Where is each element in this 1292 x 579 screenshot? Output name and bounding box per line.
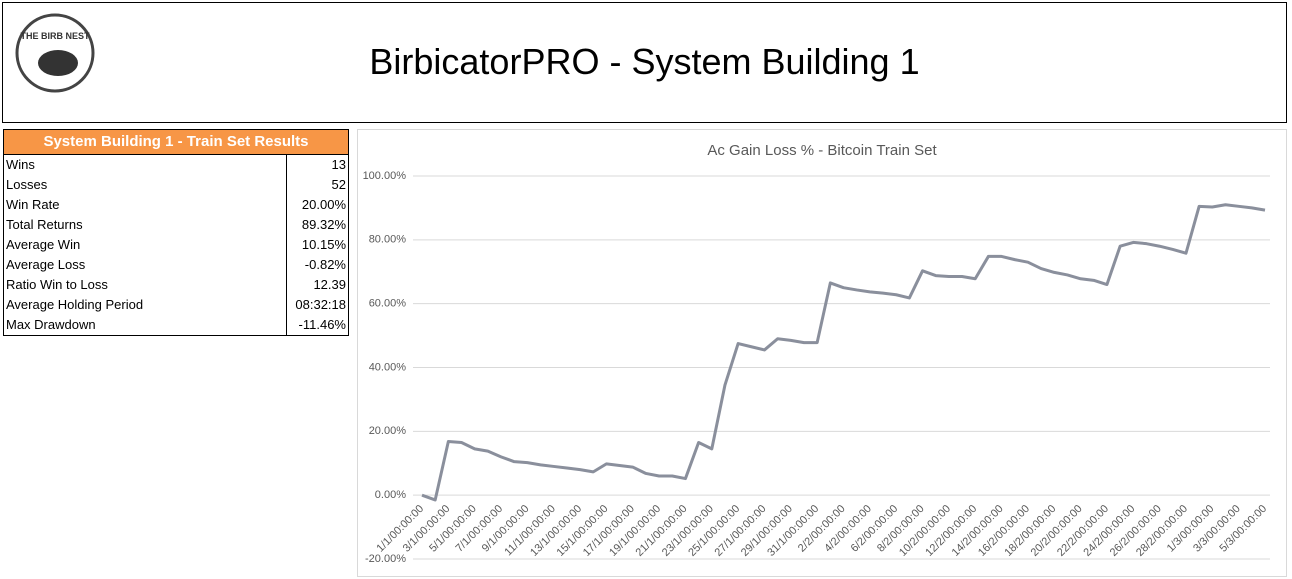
page-title: BirbicatorPRO - System Building 1 (369, 41, 920, 82)
logo-bird (38, 50, 78, 76)
chart: Ac Gain Loss % - Bitcoin Train Set -20.0… (357, 129, 1287, 577)
row-value: 10.15% (301, 237, 346, 252)
table-row: Losses 52 (4, 175, 348, 195)
row-value: 52 (331, 177, 346, 192)
row-value: -11.46% (298, 317, 346, 332)
row-label: Total Returns (4, 215, 287, 235)
table-row: Total Returns 89.32% (4, 215, 348, 235)
table-row: Average Loss -0.82% (4, 255, 348, 275)
row-label: Average Loss (4, 255, 287, 275)
table-title: System Building 1 - Train Set Results (4, 130, 348, 155)
y-tick-label: -20.00% (365, 553, 406, 565)
table-row: Ratio Win to Loss 12.39 (4, 275, 348, 295)
y-tick-label: 20.00% (369, 425, 407, 437)
row-value: -0.82% (304, 257, 346, 272)
row-label: Win Rate (4, 195, 287, 215)
results-table: System Building 1 - Train Set Results Wi… (3, 129, 349, 336)
row-label: Losses (4, 175, 287, 195)
chart-frame (357, 129, 1287, 577)
table-row: Win Rate 20.00% (4, 195, 348, 215)
y-tick-label: 0.00% (375, 489, 406, 501)
row-label: Max Drawdown (4, 315, 287, 335)
row-value: 13 (331, 157, 346, 172)
row-label: Average Holding Period (4, 295, 287, 315)
y-tick-label: 100.00% (363, 170, 407, 182)
row-label: Ratio Win to Loss (4, 275, 287, 295)
table-row: Average Holding Period 08:32:18 (4, 295, 348, 315)
table-row: Max Drawdown -11.46% (4, 315, 348, 335)
logo: THE BIRB NEST (15, 13, 95, 93)
header: THE BIRB NEST BirbicatorPRO - System Bui… (2, 2, 1287, 123)
row-label: Wins (4, 155, 287, 175)
row-value: 08:32:18 (295, 297, 346, 312)
y-tick-label: 40.00% (369, 361, 407, 373)
logo-text: THE BIRB NEST (20, 31, 90, 41)
row-value: 12.39 (313, 277, 346, 292)
chart-title: Ac Gain Loss % - Bitcoin Train Set (707, 142, 937, 159)
y-tick-label: 80.00% (369, 234, 407, 246)
y-tick-label: 60.00% (369, 298, 407, 310)
data-line (421, 203, 1266, 502)
table-row: Wins 13 (4, 155, 348, 175)
row-value: 20.00% (301, 197, 346, 212)
row-value: 89.32% (301, 217, 346, 232)
table-row: Average Win 10.15% (4, 235, 348, 255)
row-label: Average Win (4, 235, 287, 255)
